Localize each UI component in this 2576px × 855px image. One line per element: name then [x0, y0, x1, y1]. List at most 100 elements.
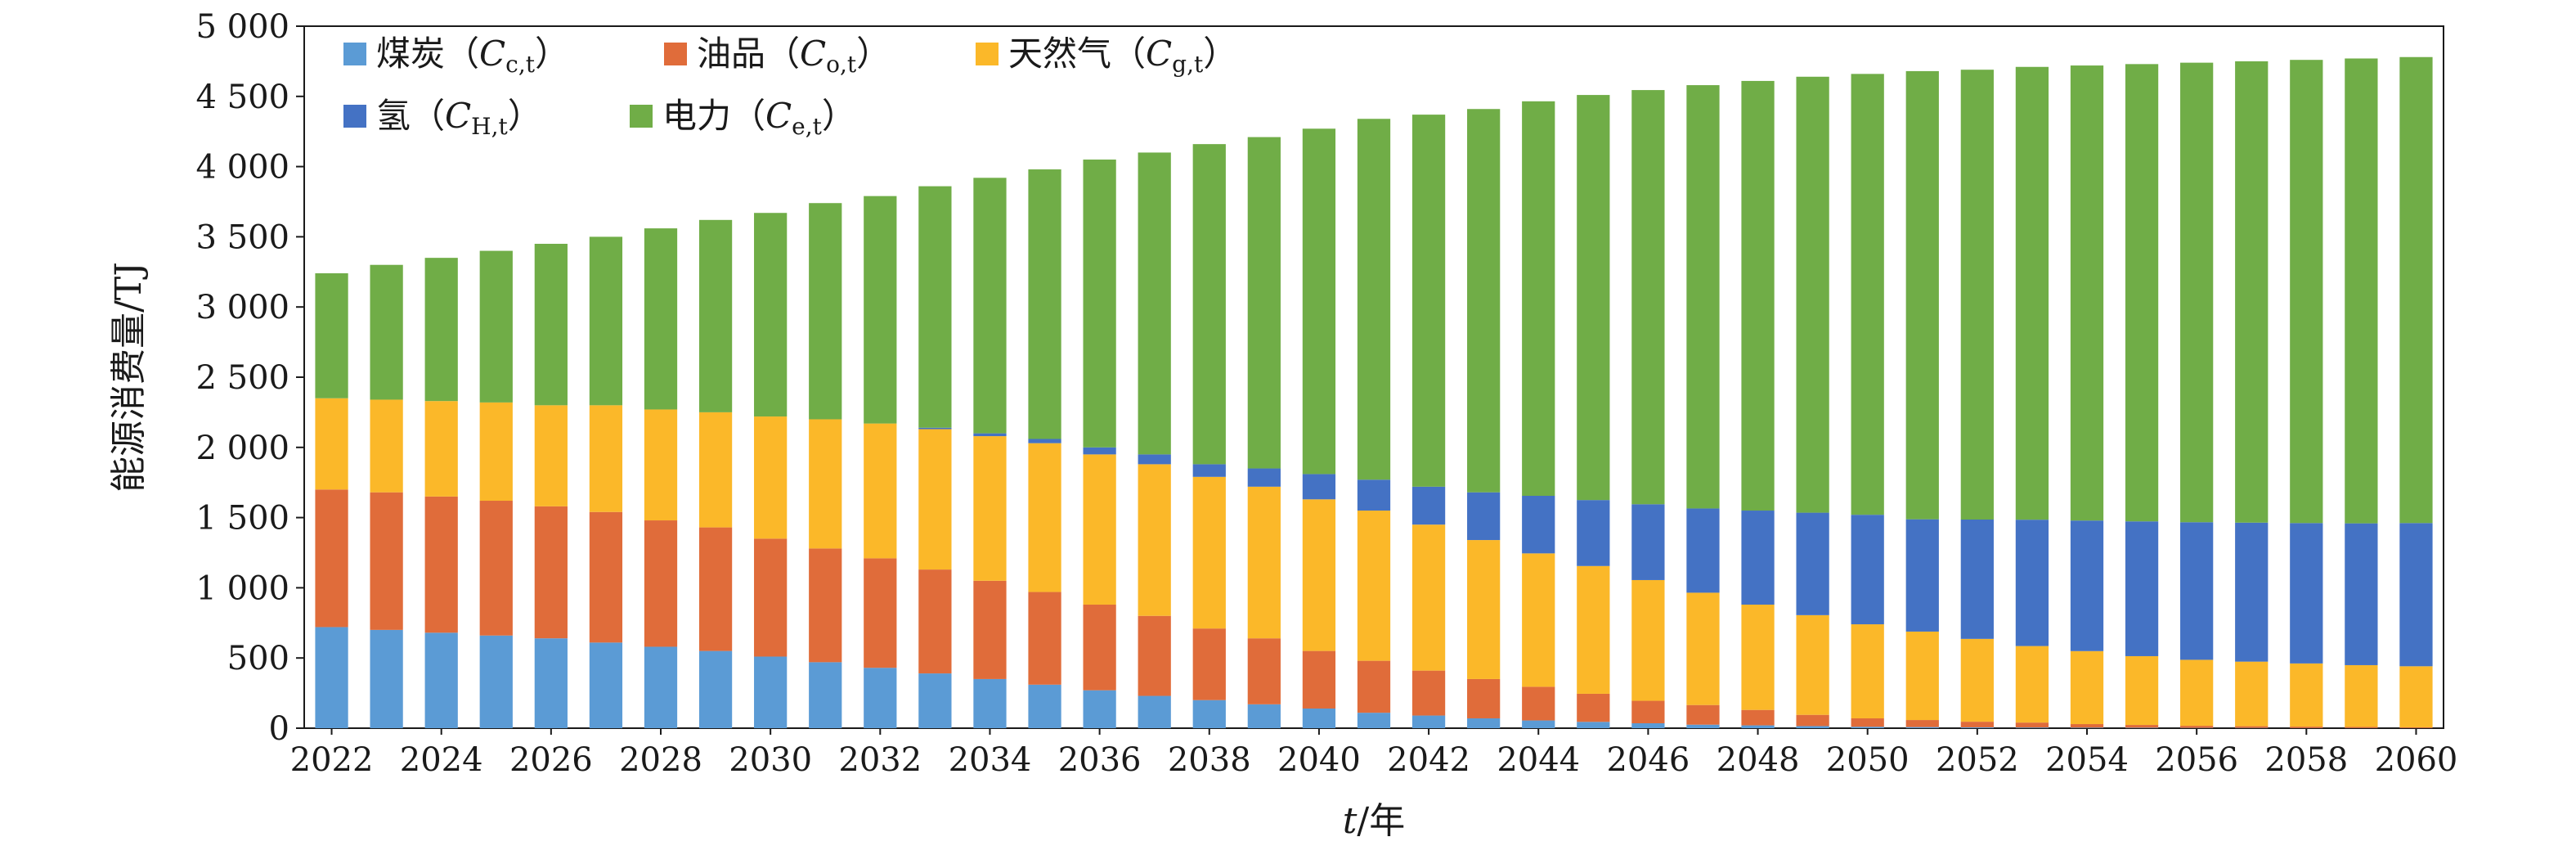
bar-segment-2052-series-4	[1961, 70, 1994, 520]
bar-segment-2050-series-3	[1851, 515, 1884, 624]
bar-segment-2037-series-4	[1138, 152, 1171, 454]
bar-segment-2030-series-2	[754, 416, 787, 538]
bar-segment-2030-series-1	[754, 538, 787, 656]
bar-segment-2022-series-4	[315, 273, 348, 398]
bar-segment-2024-series-2	[425, 401, 458, 497]
legend-entry-label: 电力（Ce,t）	[662, 96, 856, 140]
legend-swatch	[976, 43, 999, 65]
y-axis-title: 能源消费量/TJ	[108, 262, 150, 493]
bar-segment-2026-series-0	[535, 638, 568, 728]
bar-segment-2025-series-0	[480, 636, 513, 728]
bar-segment-2052-series-1	[1961, 722, 1994, 727]
bar-segment-2055-series-4	[2125, 64, 2158, 521]
x-tick-label: 2046	[1606, 741, 1690, 779]
bar-segment-2039-series-4	[1248, 137, 1281, 469]
bar-segment-2029-series-2	[699, 412, 732, 528]
bar-segment-2046-series-3	[1631, 504, 1664, 580]
bar-segment-2025-series-4	[480, 251, 513, 403]
bar-segment-2050-series-2	[1851, 624, 1884, 718]
bar-segment-2048-series-0	[1741, 726, 1774, 728]
bar-segment-2051-series-1	[1906, 720, 1939, 727]
bar-segment-2043-series-1	[1467, 679, 1500, 718]
x-tick-label: 2038	[1168, 741, 1251, 779]
bar-segment-2046-series-4	[1631, 90, 1664, 504]
bar-segment-2028-series-0	[644, 646, 677, 728]
y-tick-label: 2 000	[195, 430, 289, 467]
bar-segment-2031-series-1	[809, 548, 841, 662]
bar-segment-2037-series-3	[1138, 454, 1171, 464]
bar-segment-2034-series-4	[973, 178, 1006, 433]
bar-segment-2036-series-2	[1083, 454, 1115, 605]
bar-segment-2037-series-2	[1138, 464, 1171, 615]
bar-segment-2027-series-1	[590, 512, 622, 643]
bar-segment-2027-series-2	[590, 405, 622, 511]
bar-segment-2024-series-4	[425, 258, 458, 401]
bar-segment-2053-series-3	[2016, 520, 2049, 646]
bar-segment-2034-series-3	[973, 434, 1006, 436]
bar-segment-2054-series-4	[2071, 65, 2103, 520]
bar-segment-2025-series-1	[480, 501, 513, 636]
bar-segment-2025-series-2	[480, 403, 513, 501]
bar-segment-2045-series-1	[1577, 694, 1609, 722]
bar-segment-2044-series-0	[1522, 721, 1555, 728]
bar-segment-2055-series-2	[2125, 656, 2158, 725]
bar-segment-2030-series-4	[754, 213, 787, 416]
bar-segment-2042-series-2	[1412, 524, 1445, 670]
legend-entry-label: 煤炭（Cc,t）	[376, 34, 569, 78]
bar-segment-2027-series-4	[590, 236, 622, 405]
bar-segment-2059-series-4	[2345, 58, 2377, 523]
bar-segment-2060-series-3	[2399, 523, 2432, 666]
bar-segment-2056-series-1	[2180, 726, 2213, 728]
bar-segment-2023-series-2	[370, 399, 402, 492]
bar-segment-2035-series-4	[1028, 169, 1061, 439]
bar-segment-2059-series-2	[2345, 665, 2377, 727]
legend-swatch	[343, 105, 366, 128]
bar-segment-2037-series-0	[1138, 696, 1171, 728]
bar-segment-2051-series-3	[1906, 520, 1939, 632]
bar-segment-2054-series-1	[2071, 724, 2103, 727]
bar-segment-2050-series-4	[1851, 74, 1884, 515]
bar-segment-2040-series-1	[1303, 651, 1335, 709]
bar-segment-2048-series-1	[1741, 710, 1774, 726]
x-tick-label: 2042	[1387, 741, 1470, 779]
bar-segment-2043-series-4	[1467, 109, 1500, 492]
bar-segment-2034-series-2	[973, 436, 1006, 581]
bar-segment-2047-series-0	[1686, 725, 1719, 728]
x-axis-title: t/年	[1343, 800, 1406, 842]
bar-segment-2027-series-0	[590, 642, 622, 728]
bar-segment-2047-series-4	[1686, 85, 1719, 508]
y-tick-label: 3 000	[195, 289, 289, 326]
bar-segment-2024-series-1	[425, 497, 458, 632]
y-tick-label: 1 500	[195, 500, 289, 538]
bar-segment-2057-series-2	[2235, 662, 2268, 727]
bar-segment-2022-series-2	[315, 398, 348, 490]
x-tick-label: 2032	[838, 741, 922, 779]
bar-segment-2023-series-0	[370, 630, 402, 728]
bar-segment-2039-series-2	[1248, 487, 1281, 638]
bar-segment-2046-series-0	[1631, 723, 1664, 728]
y-tick-label: 5 000	[195, 8, 289, 46]
bar-segment-2035-series-2	[1028, 443, 1061, 592]
bar-segment-2032-series-2	[864, 424, 896, 559]
legend: 煤炭（Cc,t）油品（Co,t）天然气（Cg,t）氢（CH,t）电力（Ce,t）	[343, 34, 1237, 140]
bar-segment-2057-series-4	[2235, 61, 2268, 523]
bar-segment-2033-series-2	[918, 429, 951, 569]
bar-segment-2053-series-4	[2016, 67, 2049, 520]
bar-segment-2035-series-3	[1028, 439, 1061, 443]
bar-segment-2042-series-0	[1412, 716, 1445, 728]
bar-segment-2033-series-3	[918, 428, 951, 430]
bar-segment-2048-series-2	[1741, 605, 1774, 710]
bar-segment-2038-series-1	[1193, 628, 1226, 700]
x-tick-label: 2060	[2375, 741, 2458, 779]
bar-segment-2058-series-2	[2290, 664, 2322, 727]
bar-segment-2050-series-1	[1851, 718, 1884, 727]
bar-segment-2043-series-0	[1467, 718, 1500, 728]
legend-swatch	[343, 43, 366, 65]
bar-segment-2022-series-1	[315, 489, 348, 627]
y-tick-label: 4 000	[195, 149, 289, 187]
bar-segment-2033-series-4	[918, 187, 951, 428]
bar-segment-2034-series-0	[973, 679, 1006, 728]
bar-segment-2050-series-0	[1851, 727, 1884, 728]
